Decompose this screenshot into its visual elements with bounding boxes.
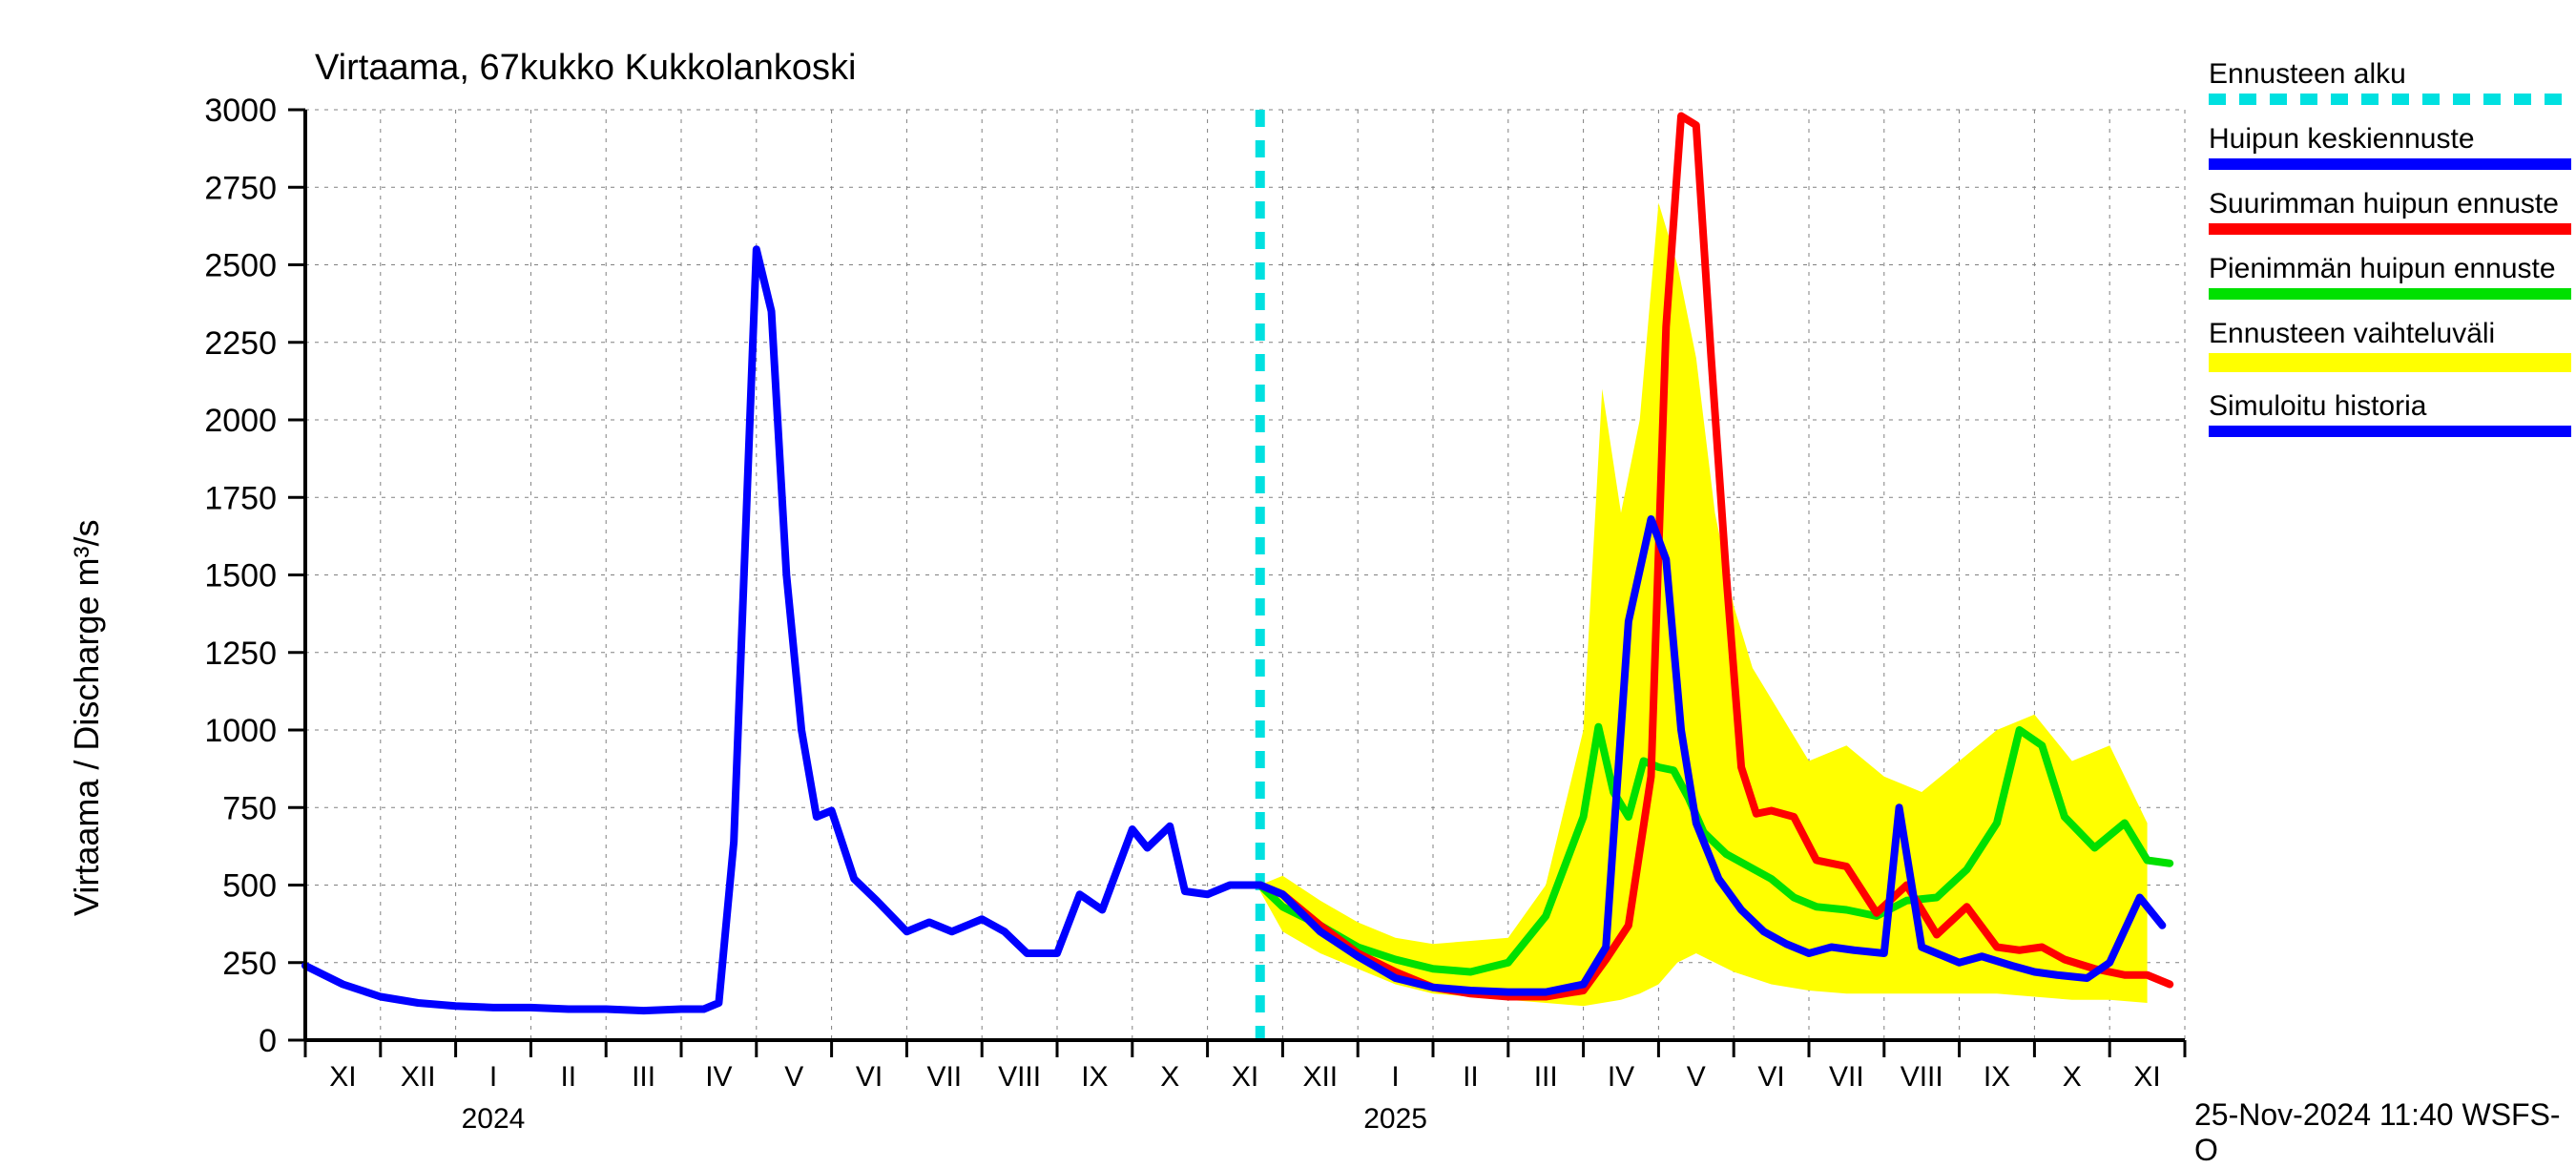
legend: Ennusteen alku Huipun keskiennuste Suurimm… [2209,57,2571,454]
legend-item: Simuloitu historia [2209,389,2571,437]
legend-item: Pienimmän huipun ennuste [2209,252,2571,300]
legend-item: Suurimman huipun ennuste [2209,187,2571,235]
svg-text:XI: XI [1232,1061,1258,1093]
svg-text:VII: VII [1829,1061,1864,1093]
legend-swatch [2209,94,2571,105]
svg-text:IX: IX [1081,1061,1108,1093]
svg-text:XI: XI [329,1061,356,1093]
svg-text:X: X [1160,1061,1179,1093]
svg-text:3000: 3000 [204,93,277,129]
svg-text:III: III [632,1061,655,1093]
svg-text:VI: VI [1757,1061,1784,1093]
svg-text:2500: 2500 [204,248,277,284]
svg-text:1250: 1250 [204,636,277,672]
svg-text:V: V [1687,1061,1706,1093]
legend-label: Ennusteen vaihteluväli [2209,317,2571,351]
chart-footer: 25-Nov-2024 11:40 WSFS-O [2194,1097,2576,1168]
svg-text:VI: VI [856,1061,883,1093]
y-axis-label: Virtaama / Discharge m³/s [67,520,107,916]
svg-text:III: III [1534,1061,1558,1093]
svg-text:XII: XII [401,1061,436,1093]
svg-text:1000: 1000 [204,713,277,749]
svg-text:2000: 2000 [204,403,277,439]
svg-text:1750: 1750 [204,480,277,516]
svg-text:VIII: VIII [1901,1061,1943,1093]
legend-item: Ennusteen vaihteluväli [2209,317,2571,372]
svg-text:XII: XII [1302,1061,1338,1093]
legend-label: Simuloitu historia [2209,389,2571,424]
legend-item: Huipun keskiennuste [2209,122,2571,170]
svg-text:VII: VII [926,1061,962,1093]
svg-text:2024: 2024 [462,1103,526,1135]
legend-swatch [2209,426,2571,437]
svg-text:2250: 2250 [204,325,277,362]
svg-text:X: X [2063,1061,2082,1093]
svg-text:I: I [1391,1061,1399,1093]
svg-text:VIII: VIII [998,1061,1041,1093]
svg-text:XI: XI [2133,1061,2160,1093]
legend-item: Ennusteen alku [2209,57,2571,105]
legend-swatch [2209,288,2571,300]
legend-label: Pienimmän huipun ennuste [2209,252,2571,286]
svg-text:500: 500 [222,868,277,905]
legend-label: Suurimman huipun ennuste [2209,187,2571,221]
legend-swatch [2209,353,2571,372]
svg-text:2025: 2025 [1363,1103,1427,1135]
svg-text:V: V [784,1061,803,1093]
svg-text:2750: 2750 [204,170,277,206]
svg-text:IV: IV [1608,1061,1634,1093]
legend-label: Ennusteen alku [2209,57,2571,92]
legend-swatch [2209,158,2571,170]
svg-text:I: I [489,1061,497,1093]
chart-svg: 0 250 500 750 1000 1250 1500 1750 2000 2250 2500 27… [0,0,2576,1145]
svg-text:IV: IV [705,1061,732,1093]
chart-container: 0 250 500 750 1000 1250 1500 1750 2000 2250 2500 27… [0,0,2576,1145]
legend-swatch [2209,223,2571,235]
svg-text:1500: 1500 [204,558,277,594]
svg-text:0: 0 [259,1023,277,1059]
svg-text:250: 250 [222,946,277,982]
svg-text:750: 750 [222,790,277,826]
legend-label: Huipun keskiennuste [2209,122,2571,156]
svg-text:II: II [560,1061,576,1093]
chart-title: Virtaama, 67kukko Kukkolankoski [315,48,856,89]
svg-text:IX: IX [1984,1061,2010,1093]
svg-text:II: II [1463,1061,1479,1093]
